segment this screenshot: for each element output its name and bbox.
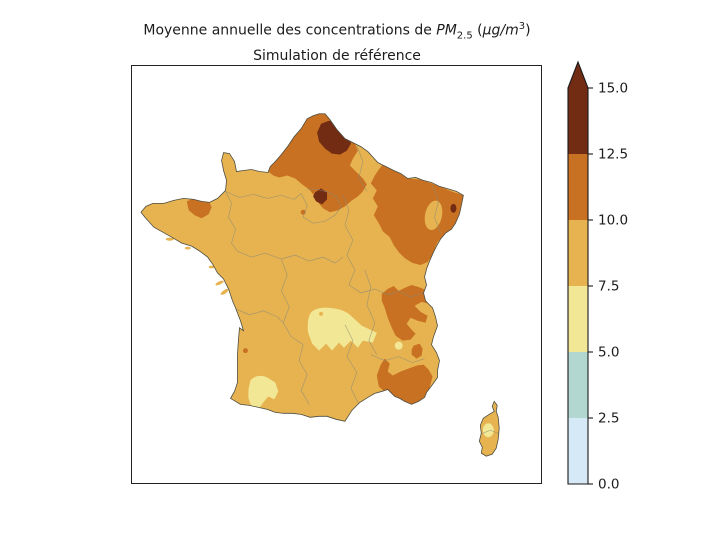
region-fill-vosges-enclave — [424, 200, 443, 230]
colorbar-tick-label-5: 5.0 — [598, 345, 619, 361]
coastal-islands — [165, 237, 229, 295]
corsica-coastline — [478, 400, 500, 457]
colorbar-segment-12.5-15 — [568, 88, 588, 154]
title-unit: µg/m — [482, 22, 519, 39]
colorbar-tick-label-2.5: 2.5 — [598, 411, 619, 427]
region-fill-alps-south-spot — [411, 343, 423, 359]
region-fill-alps — [381, 284, 435, 341]
france-map-svg — [140, 113, 500, 457]
title-pm-symbol: PM — [436, 22, 457, 39]
colorbar-outline — [567, 60, 589, 485]
region-fill-strasbourg-core — [450, 203, 457, 213]
region-fill-bordeaux-spot — [242, 348, 248, 354]
region-fill-massif-central-amber-dot — [319, 311, 324, 316]
colorbar-tick-label-7.5: 7.5 — [598, 279, 619, 295]
corsica-interior-spot — [482, 423, 494, 438]
coastline — [140, 113, 464, 422]
title-line-2: Simulation de référence — [253, 48, 421, 65]
colorbar-segment-0-2.5 — [568, 418, 588, 484]
title-unit-superscript: 3 — [518, 21, 526, 32]
colorbar-segment-10-12.5 — [568, 154, 588, 220]
colorbar-segment-2.5-5 — [568, 352, 588, 418]
title-text: Moyenne annuelle des concentrations de — [143, 22, 437, 39]
colorbar: 15.0 12.5 10.0 7.5 5.0 2.5 0.0 — [567, 60, 628, 493]
title-unit-open: ( — [472, 22, 483, 39]
colorbar-tick-label-0: 0.0 — [598, 477, 619, 493]
title-line-1: Moyenne annuelle des concentrations de P… — [143, 16, 530, 46]
colorbar-tick-label-10: 10.0 — [598, 213, 628, 229]
region-fill-pyrenees — [248, 375, 279, 410]
title-pm-subscript: 2.5 — [456, 30, 473, 42]
region-fill-massif-central — [307, 307, 377, 351]
colorbar-tick-label-15: 15.0 — [598, 81, 628, 97]
region-fill-northeast — [370, 164, 464, 266]
region-fill-brittany-spot — [186, 198, 212, 219]
map-axes-frame — [131, 65, 542, 484]
colorbar-extend-arrow — [568, 62, 588, 88]
region-fill-alps-pale-dot — [394, 341, 403, 350]
colorbar-tick-label-12.5: 12.5 — [598, 147, 628, 163]
colorbar-segment-5-7.5 — [568, 286, 588, 352]
region-fill-paris-core — [313, 188, 328, 205]
colorbar-ticks — [588, 87, 593, 485]
title-unit-close: ) — [525, 22, 531, 39]
figure-title: Moyenne annuelle des concentrations de P… — [143, 16, 530, 67]
colorbar-segment-7.5-10 — [568, 220, 588, 286]
